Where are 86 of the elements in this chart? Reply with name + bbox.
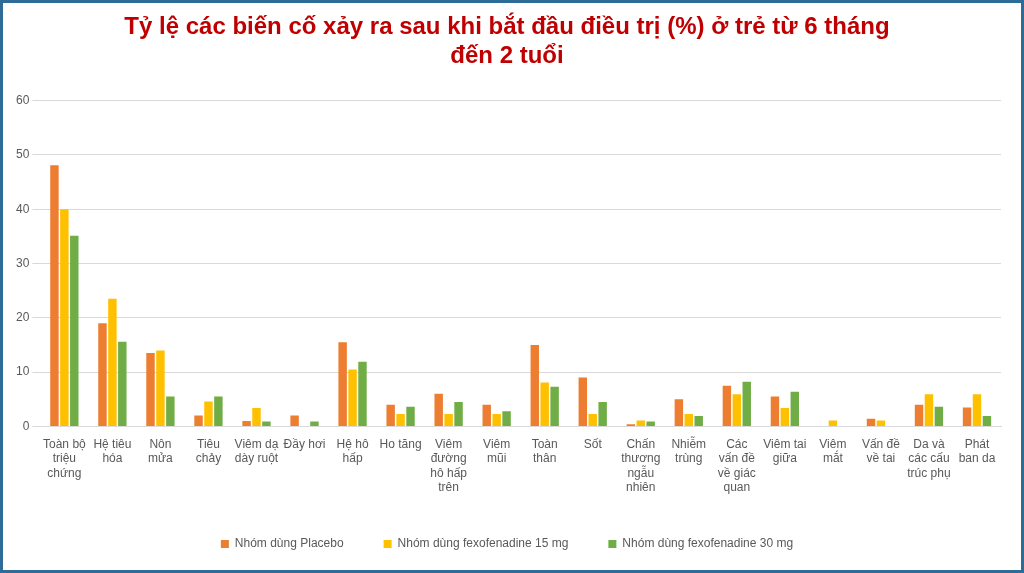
bar (828, 420, 838, 426)
bar (406, 406, 415, 426)
bar (694, 416, 703, 426)
x-tick-label: Toàn thân (531, 436, 558, 466)
x-tick-label: Viêm mũi (483, 436, 511, 466)
bar (530, 344, 539, 426)
legend-label: Nhóm dùng fexofenadine 30 mg (622, 536, 794, 551)
bar (454, 401, 463, 426)
x-tick-label: Đầy hơi (283, 436, 326, 451)
bar (146, 353, 155, 426)
x-tick-label: Hệ hô hấp (336, 436, 369, 466)
bar (934, 406, 944, 426)
bar (214, 396, 223, 426)
x-tick-label: Hệ tiêu hóa (93, 436, 132, 466)
bar (396, 413, 405, 426)
legend-label: Nhóm dùng Placebo (234, 536, 344, 551)
bar (118, 341, 127, 426)
bar (290, 415, 299, 426)
bar (598, 401, 607, 426)
bar (156, 350, 165, 426)
bar (50, 165, 59, 426)
bar (242, 420, 251, 426)
bar (780, 407, 790, 426)
bar (492, 413, 501, 426)
x-tick-label: Sốt (583, 436, 603, 451)
bar (588, 413, 597, 426)
bar (482, 404, 491, 426)
bar (166, 396, 175, 426)
bar (742, 381, 751, 426)
x-tick-label: Viêm mắt (819, 436, 847, 466)
x-tick-label: Phát ban da (958, 436, 996, 466)
bar (646, 421, 655, 426)
bar (636, 420, 645, 426)
bar (252, 407, 261, 426)
x-tick-label: Viêm dạ dày ruột (234, 436, 279, 466)
bar (962, 407, 972, 426)
x-tick-label: Viêm đường hô hấp trên (430, 436, 468, 495)
x-tick-label: Ho tăng (379, 436, 422, 451)
bar (194, 415, 203, 426)
chart-title: Tỷ lệ các biến cố xảy ra sau khi bắt đầu điều trị (%) ở trẻ từ 6 tháng đến 2 tuổi (124, 12, 890, 68)
bar (732, 394, 742, 426)
bar (502, 411, 511, 426)
x-tick-label: Nôn mửa (148, 436, 174, 466)
x-tick-label: Viêm tai giữa (763, 436, 807, 466)
bar (386, 404, 395, 426)
bar (108, 298, 117, 426)
bar (924, 394, 934, 426)
y-tick-label: 50 (15, 147, 30, 162)
x-tick-label: Tiêu chảy (195, 436, 222, 466)
bar (770, 396, 780, 426)
y-tick-label: 20 (15, 310, 30, 325)
x-tick-label: Các vấn đề về giác quan (717, 436, 756, 495)
x-tick-label: Vấn đề về tai (861, 436, 901, 466)
y-tick-label: 10 (15, 364, 30, 379)
bar (972, 394, 982, 426)
bar (348, 369, 357, 426)
bar (70, 235, 79, 426)
bar (310, 421, 319, 426)
x-tick-label: Chấn thương ngẫu nhiên (621, 436, 661, 495)
bar (540, 382, 549, 426)
bar (722, 385, 732, 426)
bar (262, 421, 271, 426)
x-tick-label: Da và các cấu trúc phụ (907, 436, 951, 480)
bar (358, 361, 367, 426)
y-tick-label: 30 (15, 255, 30, 270)
bar (444, 413, 453, 426)
x-tick-label: Nhiễm trùng (671, 435, 707, 466)
bar (674, 399, 684, 426)
y-tick-label: 60 (15, 92, 30, 107)
bar (876, 420, 886, 426)
bar (578, 377, 588, 426)
x-tick-label: Toàn bộ triệu chứng (43, 436, 87, 480)
y-tick-label: 40 (15, 201, 30, 216)
bar (790, 391, 799, 426)
bar (914, 404, 924, 426)
y-tick-label: 0 (22, 418, 30, 433)
bar (60, 209, 69, 426)
bar (684, 413, 694, 426)
bar (434, 393, 443, 426)
bar (866, 418, 876, 426)
bar (98, 323, 107, 426)
legend-label: Nhóm dùng fexofenadine 15 mg (397, 536, 569, 551)
bar (204, 401, 213, 426)
bar (338, 342, 347, 426)
bar (550, 386, 559, 426)
bar (982, 416, 992, 426)
